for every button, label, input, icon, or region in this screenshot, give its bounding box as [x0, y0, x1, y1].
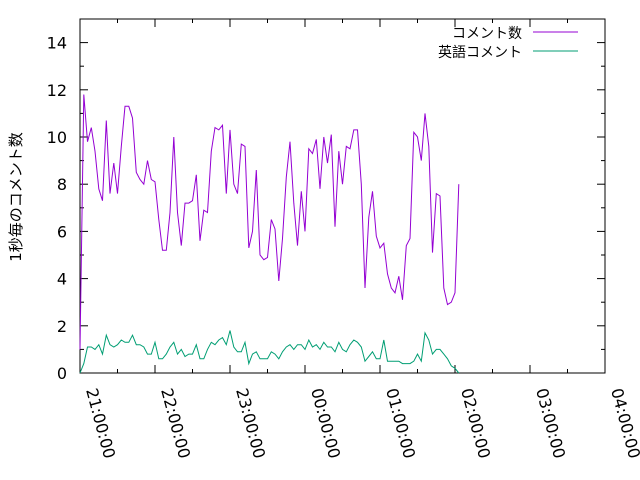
series-lines	[79, 94, 460, 374]
y-axis-label: 1秒毎のコメント数	[7, 132, 25, 262]
x-tick-label: 00:00:00	[307, 386, 344, 460]
y-axis: 0 2 4 6 8 10 12 14	[47, 34, 605, 383]
y-tick-label: 14	[47, 34, 67, 53]
plot-border	[79, 18, 606, 374]
series-line-2	[79, 330, 460, 374]
y-tick-label: 10	[47, 128, 67, 147]
y-tick-label: 6	[57, 222, 67, 241]
x-tick-label: 02:00:00	[457, 386, 494, 460]
y-tick-label: 12	[47, 81, 67, 100]
x-tick-label: 22:00:00	[157, 386, 194, 460]
y-tick-label: 0	[57, 364, 67, 383]
x-tick-label: 04:00:00	[607, 386, 640, 460]
y-tick-label: 8	[57, 175, 67, 194]
x-tick-label: 01:00:00	[382, 386, 419, 460]
series-line-1	[79, 94, 460, 350]
x-tick-label: 21:00:00	[82, 386, 119, 460]
y-tick-label: 4	[57, 270, 67, 289]
legend-label-1: コメント数	[452, 26, 522, 42]
legend-label-2: 英語コメント	[438, 44, 522, 61]
x-tick-label: 03:00:00	[532, 386, 569, 460]
x-axis: 21:00:00 22:00:00 23:00:00 00:00:00 01:00:00…	[79, 19, 640, 460]
x-tick-label: 23:00:00	[232, 386, 269, 460]
y-tick-label: 2	[57, 317, 67, 336]
plot-frame	[79, 18, 606, 374]
